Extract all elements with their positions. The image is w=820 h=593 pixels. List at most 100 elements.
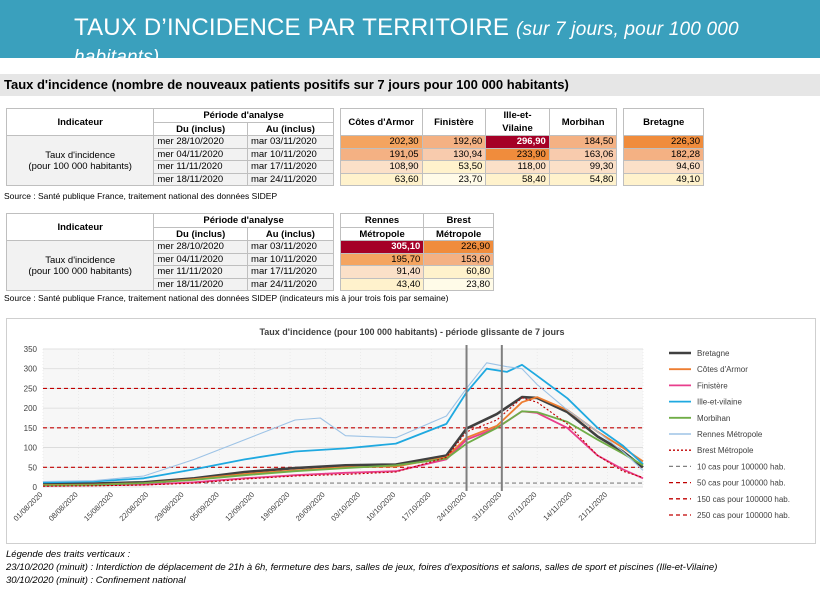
date-au: mar 03/11/2020 [247, 240, 334, 254]
y-tick-label: 300 [24, 365, 38, 374]
value-cell: 23,70 [421, 172, 487, 186]
x-tick-label: 01/08/2020 [12, 490, 45, 523]
value-cell: 53,50 [421, 160, 487, 174]
date-du: mer 11/11/2020 [153, 160, 248, 174]
value-cell: 60,80 [423, 265, 494, 279]
col-header: Finistère [421, 108, 487, 136]
value-cell: 192,60 [421, 135, 487, 149]
value-cell: 226,90 [423, 240, 494, 254]
x-tick-label: 21/11/2020 [577, 490, 610, 523]
date-du: mer 18/11/2020 [153, 172, 248, 186]
row-label-line1: Taux d'incidence [45, 254, 116, 266]
col-header-line2: Métropole [423, 227, 494, 241]
value-cell: 226,30 [623, 135, 704, 149]
col-header-line1: Rennes [339, 213, 425, 228]
date-au: mar 10/11/2020 [246, 147, 334, 161]
row-label-line1: Taux d'incidence [45, 149, 116, 161]
x-tick-label: 15/08/2020 [82, 490, 115, 523]
incidence-line-chart: Taux d'incidence (pour 100 000 habitants… [6, 318, 816, 544]
legend-label: Brest Métropole [697, 446, 754, 455]
date-au: mar 24/11/2020 [246, 172, 334, 186]
value-cell: 94,60 [623, 160, 704, 174]
value-cell: 182,28 [623, 147, 704, 161]
legend-label: 150 cas pour 100000 hab. [697, 495, 790, 504]
y-tick-label: 50 [28, 463, 37, 472]
legend-label: Rennes Métropole [697, 430, 763, 439]
value-cell: 99,30 [548, 160, 618, 174]
banner-title-sub: (sur 7 jours, pour 100 000 habitants) [74, 19, 739, 68]
value-cell: 118,00 [485, 160, 550, 174]
legend-label: Morbihan [697, 414, 730, 423]
header-indicateur: Indicateur [5, 108, 155, 136]
value-cell: 202,30 [339, 135, 423, 149]
col-header: Bretagne [623, 108, 704, 136]
value-cell: 184,50 [548, 135, 618, 149]
col-header: Ille-et-Vilaine [485, 108, 550, 136]
col-header: Morbihan [548, 108, 618, 136]
chart-svg: Taux d'incidence (pour 100 000 habitants… [12, 327, 790, 523]
legend-label: Côtes d'Armor [697, 365, 748, 374]
banner-title-main: TAUX D’INCIDENCE PAR TERRITOIRE [74, 14, 510, 41]
incidence-table-metropoles: Indicateur Période d'analyse Rennes Bres… [5, 213, 494, 291]
value-cell: 195,70 [339, 252, 425, 266]
value-cell: 49,10 [623, 172, 704, 186]
series-line [42, 362, 644, 483]
date-au: mar 24/11/2020 [247, 277, 334, 291]
header-banner: TAUX D’INCIDENCE PAR TERRITOIRE (sur 7 j… [0, 0, 820, 68]
value-cell: 43,40 [339, 277, 425, 291]
date-du: mer 18/11/2020 [153, 277, 249, 291]
date-du: mer 28/10/2020 [153, 135, 248, 149]
date-au: mar 03/11/2020 [246, 135, 334, 149]
row-label-line2: (pour 100 000 habitants) [28, 160, 132, 172]
x-tick-label: 22/08/2020 [117, 490, 150, 523]
notes-heading: Légende des traits verticaux : [6, 549, 131, 560]
value-cell: 91,40 [339, 265, 425, 279]
row-label: Taux d'incidence (pour 100 000 habitants… [5, 240, 155, 291]
value-cell: 23,80 [423, 277, 494, 291]
date-du: mer 04/11/2020 [153, 252, 249, 266]
series-line [42, 363, 644, 484]
x-tick-label: 31/10/2020 [470, 490, 503, 523]
date-au: mar 10/11/2020 [247, 252, 334, 266]
header-du: Du (inclus) [153, 227, 249, 241]
y-tick-label: 200 [24, 404, 38, 413]
x-tick-label: 14/11/2020 [541, 490, 574, 523]
x-tick-label: 29/08/2020 [153, 490, 186, 523]
value-cell: 296,90 [485, 135, 550, 149]
x-tick-label: 07/11/2020 [506, 490, 539, 523]
series-line [42, 410, 644, 487]
header-au: Au (inclus) [247, 227, 334, 241]
legend-label: 10 cas pour 100000 hab. [697, 462, 786, 471]
header-periode: Période d'analyse [153, 108, 334, 123]
value-cell: 305,10 [339, 240, 425, 254]
header-periode: Période d'analyse [153, 213, 334, 228]
value-cell: 108,90 [339, 160, 423, 174]
incidence-table-departments: Indicateur Période d'analyse Côtes d'Arm… [5, 108, 704, 186]
source-note: Source : Santé publique France, traiteme… [4, 293, 449, 303]
date-au: mar 17/11/2020 [246, 160, 334, 174]
legend-label: 250 cas pour 100000 hab. [697, 511, 790, 520]
date-au: mar 17/11/2020 [247, 265, 334, 279]
col-header-line2: Métropole [339, 227, 425, 241]
value-cell: 191,05 [339, 147, 423, 161]
value-cell: 163,06 [548, 147, 618, 161]
value-cell: 58,40 [485, 172, 550, 186]
value-cell: 54,80 [548, 172, 618, 186]
header-indicateur: Indicateur [5, 213, 155, 241]
row-label-line2: (pour 100 000 habitants) [28, 265, 132, 277]
x-tick-label: 24/10/2020 [435, 490, 468, 523]
source-note: Source : Santé publique France, traiteme… [4, 191, 278, 201]
legend-label: Ille-et-vilaine [697, 398, 742, 407]
notes-line-2: 30/10/2020 (minuit) : Confinement nation… [6, 575, 186, 586]
date-du: mer 11/11/2020 [153, 265, 249, 279]
legend-label: Finistère [697, 381, 728, 390]
col-header: Côtes d'Armor [339, 108, 423, 136]
x-tick-label: 26/09/2020 [294, 490, 327, 523]
y-tick-label: 0 [33, 483, 38, 492]
y-tick-label: 250 [24, 384, 38, 393]
value-cell: 153,60 [423, 252, 494, 266]
value-cell: 130,94 [421, 147, 487, 161]
value-cell: 233,90 [485, 147, 550, 161]
y-tick-label: 350 [24, 345, 38, 354]
vertical-lines-legend: Légende des traits verticaux : 23/10/202… [6, 548, 717, 587]
